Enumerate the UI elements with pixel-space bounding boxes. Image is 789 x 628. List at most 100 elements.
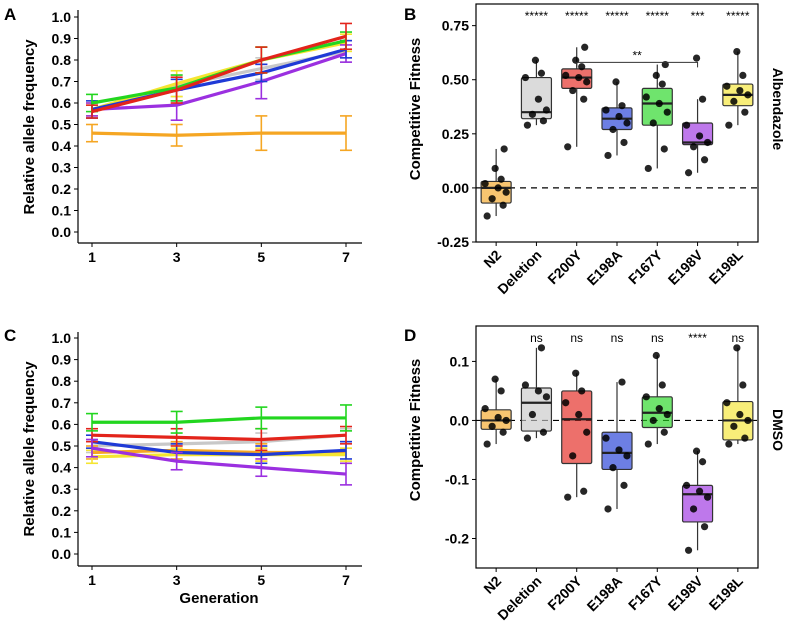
panel-d-point [528, 410, 537, 419]
panel-d-point [564, 493, 572, 501]
panel-d-box-rect [561, 390, 593, 465]
panel-d-point [623, 452, 631, 460]
panel-b-significance-label: *** [691, 9, 705, 23]
panel-d-box-f167y [641, 351, 673, 448]
panel-d-point [537, 344, 546, 352]
panel-c-y-tick-label: 0.5 [52, 438, 72, 454]
panel-c-y-tick-label: 0.9 [52, 352, 72, 368]
panel-b-point [703, 138, 712, 147]
panel-d-point [663, 410, 671, 419]
panel-b-x-tick-label: E198A [584, 247, 626, 289]
panel-b-box-f167y [641, 60, 673, 173]
panel-b-significance-label: ***** [565, 9, 589, 23]
panel-d-point [534, 387, 543, 395]
panel-b-point [500, 145, 508, 153]
panel-b-point [494, 184, 502, 192]
panel-b-point [660, 145, 668, 153]
panel-d-point [684, 546, 693, 554]
panel-b-y-tick-label: 0.25 [442, 126, 469, 142]
panel-b-point [604, 151, 612, 160]
panel-a-y-tick-label: 0.5 [52, 117, 72, 133]
panel-d-significance-label: **** [688, 331, 707, 345]
panel-d-point [580, 487, 588, 495]
panel-b-point [658, 80, 666, 88]
panel-b-point [583, 78, 591, 86]
panel-b-point [581, 43, 589, 51]
panel-d-box-f200y [561, 369, 593, 501]
panel-c-y-tick-label: 0.8 [52, 373, 72, 389]
panel-b-box-n2 [480, 145, 512, 220]
panel-b-point [575, 73, 583, 82]
panel-b-point [730, 97, 738, 105]
panel-d-point [491, 375, 499, 383]
panel-b-x-tick-label: E198L [705, 246, 746, 287]
panel-d-point [481, 405, 489, 413]
panel-d-point [642, 393, 650, 401]
panel-d-point [502, 416, 510, 425]
panel-d-point [572, 369, 580, 377]
panel-b-point [602, 106, 610, 114]
panel-b-point [539, 117, 548, 125]
panel-b-point [502, 188, 510, 196]
panel-c-xlabel: Generation [179, 590, 258, 607]
panel-d-significance-label: ns [732, 331, 745, 345]
panel-letter-c: C [4, 326, 16, 345]
panel-b-point [528, 110, 537, 118]
panel-d-point [483, 440, 491, 448]
panel-b-box-f200y [561, 43, 593, 151]
panel-d-strip-label: DMSO [770, 409, 786, 451]
panel-b-y-tick-label: 0.00 [442, 180, 469, 196]
panel-d-point [741, 434, 749, 442]
panel-d-point [620, 481, 628, 489]
panel-b-bracket-label: ** [632, 48, 642, 62]
panel-d-point [744, 416, 752, 425]
panel-b-point [609, 125, 617, 134]
panel-d-significance-label: ns [530, 331, 543, 345]
panel-c-y-tick-label: 0.6 [52, 416, 72, 432]
panel-d-point [494, 413, 502, 422]
panel-a-y-tick-label: 0.1 [52, 203, 72, 219]
panel-a-y-tick-label: 0.0 [52, 224, 72, 240]
panel-d-point [575, 410, 583, 419]
panel-a-y-tick-label: 0.4 [52, 138, 72, 154]
panel-d-point [578, 387, 586, 395]
panel-b-point [623, 119, 631, 127]
panel-d-point [660, 428, 668, 436]
panel-b-significance-label: ***** [726, 9, 750, 23]
panel-d-point [488, 422, 496, 430]
panel-c-series-deletion [86, 427, 352, 454]
panel-a-axes-layer: 0.0 0.1 0.2 0.3 0.4 0.5 0.6 0.7 0.8 0.9 1.0 1 3 5 7 [52, 9, 362, 265]
panel-b-point [723, 82, 731, 90]
panel-b-point [483, 212, 491, 220]
panel-c-x-tick-label: 3 [173, 572, 181, 588]
panel-b-x-tick-label: N2 [480, 247, 504, 271]
panel-d-x-tick-label: Deletion [494, 573, 544, 623]
panel-d-point [736, 410, 744, 419]
panel-c-series-layer [86, 404, 352, 486]
panel-d-ylabel: Competitive Fitness [407, 359, 424, 502]
panel-a-ylabel: Relative allele frequency [21, 39, 38, 215]
panel-a-line-chart: A Relative allele frequency 0.0 0.1 0.2 0.3… [4, 5, 362, 265]
panel-d-x-tick-label: F200Y [544, 572, 585, 613]
panel-d-point [730, 422, 738, 430]
panel-b-x-tick-label: E198V [665, 246, 707, 288]
panel-a-y-tick-label: 0.8 [52, 52, 72, 68]
panel-c-line-chart: C Relative allele frequency Generation 0… [4, 326, 362, 607]
panel-c-axes-layer: 0.0 0.1 0.2 0.3 0.4 0.5 0.6 0.7 0.8 0.9 1.0 1 3 5 7 [52, 330, 362, 588]
panel-c-line-f167y [92, 416, 346, 424]
panel-b-point [739, 71, 747, 79]
panel-b-point [698, 95, 707, 103]
panel-b-y-tick-label: 0.75 [442, 18, 469, 34]
panel-d-point [562, 399, 570, 407]
panel-d-point [609, 464, 617, 472]
panel-b-point [700, 156, 709, 164]
panel-a-y-tick-label: 0.9 [52, 31, 72, 47]
panel-b-plot-layer: -0.250.000.250.500.75N2Deletion*****F200… [437, 3, 759, 297]
panel-b-point [741, 108, 749, 116]
panel-d-point [733, 344, 741, 352]
panel-d-point [692, 447, 701, 455]
panel-b-point [521, 73, 530, 82]
panel-d-point [655, 405, 663, 413]
panel-d-significance-label: ns [651, 331, 664, 345]
panel-a-series-f200y [86, 22, 352, 119]
